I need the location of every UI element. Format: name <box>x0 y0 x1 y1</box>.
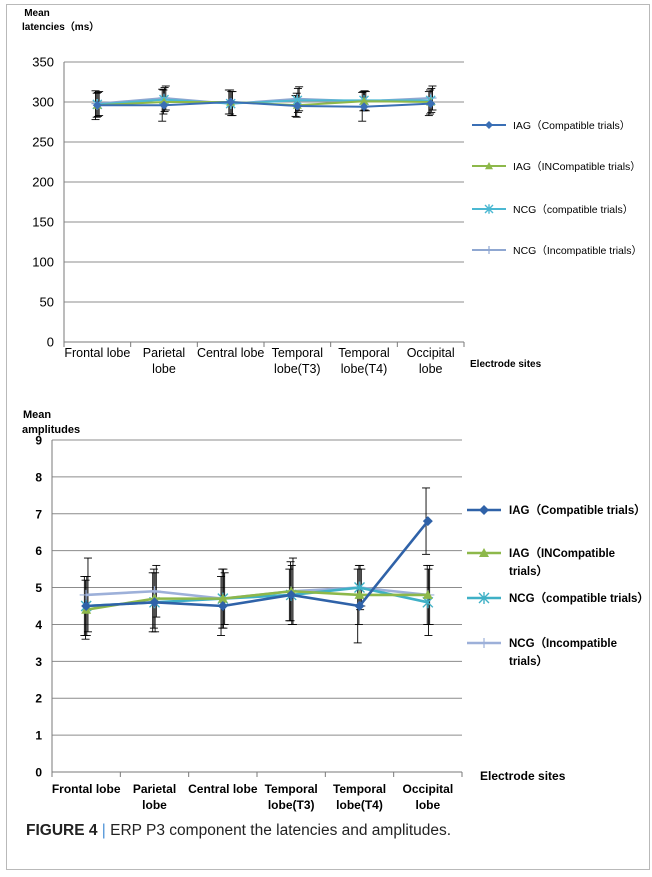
chart2-data-point <box>217 593 228 603</box>
chart2-y-tick-label: 0 <box>35 766 42 780</box>
chart1-legend-label: NCG（compatible trials） <box>513 204 633 216</box>
chart2-legend-label: NCG（compatible trials） <box>509 591 649 605</box>
chart1-x-tick-label: lobe <box>152 362 176 376</box>
chart2-x-tick-label: Temporal <box>333 782 386 796</box>
chart1-y-tick-label: 200 <box>32 175 54 190</box>
chart2-x-tick-label: lobe <box>142 798 167 812</box>
figure-label: FIGURE 4 <box>26 822 98 839</box>
chart1-y-tick-label: 150 <box>32 215 54 230</box>
chart1-legend-marker <box>485 162 493 170</box>
chart2-data-point <box>422 589 433 599</box>
chart1-y-axis-title: Mean <box>24 8 50 19</box>
chart1-data-point <box>359 96 369 105</box>
chart2-y-axis-title: amplitudes <box>22 424 80 436</box>
chart2-y-tick-label: 2 <box>35 692 42 706</box>
chart1-y-tick-label: 250 <box>32 135 54 150</box>
chart2-y-tick-label: 4 <box>35 618 42 632</box>
chart1-y-tick-label: 300 <box>32 95 54 110</box>
chart1-data-point <box>159 100 169 110</box>
chart2-x-tick-label: Central lobe <box>188 782 258 796</box>
chart2-x-tick-label: Temporal <box>265 782 318 796</box>
chart1-data-point <box>426 99 436 109</box>
chart2-y-tick-label: 1 <box>35 729 42 743</box>
chart2-y-tick-label: 5 <box>35 581 42 595</box>
chart1-legend-marker <box>484 204 494 214</box>
chart1-x-tick-label: Frontal lobe <box>64 346 130 360</box>
chart2-x-tick-label: lobe(T4) <box>336 798 383 812</box>
chart1-data-point <box>292 101 302 111</box>
chart2-x-tick-label: Occipital <box>402 782 453 796</box>
chart1-y-tick-label: 100 <box>32 255 54 270</box>
figure-frame <box>6 4 650 870</box>
chart2-series-line <box>86 520 429 608</box>
chart2-x-tick-label: lobe(T3) <box>268 798 315 812</box>
chart2-legend-label: IAG（Compatible trials） <box>509 503 646 517</box>
figure-caption-text: ERP P3 component the latencies and ampli… <box>110 822 452 839</box>
chart2-data-point <box>149 597 160 608</box>
chart1-x-tick-label: Parietal <box>143 346 185 360</box>
chart2-y-tick-label: 7 <box>35 507 42 521</box>
chart2-series-line <box>85 589 428 611</box>
chart2-y-tick-label: 9 <box>35 434 42 448</box>
chart1-x-tick-label: lobe <box>419 362 443 376</box>
chart2-legend-label: NCG（Incompatible <box>509 636 617 650</box>
chart1-y-tick-label: 50 <box>40 295 54 310</box>
chart1-y-axis-title: latencies（ms） <box>22 20 99 33</box>
chart2-legend-label: trials） <box>509 564 548 578</box>
chart2-y-axis-title: Mean <box>23 409 51 421</box>
chart2-y-tick-label: 3 <box>35 655 42 669</box>
chart1-data-point <box>92 100 102 110</box>
chart2-legend-label: IAG（INCompatible <box>509 546 615 560</box>
chart2-x-axis-title: Electrode sites <box>480 769 566 783</box>
chart2-legend-marker <box>478 592 490 604</box>
chart1-data-point <box>226 97 236 107</box>
chart2-y-tick-label: 6 <box>35 544 42 558</box>
chart1-x-tick-label: Central lobe <box>197 346 264 360</box>
figure-caption: FIGURE 4 | ERP P3 component the latencie… <box>26 822 451 840</box>
chart2-legend-marker <box>479 505 489 515</box>
chart1-x-tick-label: Temporal <box>338 346 389 360</box>
chart1-series-line <box>97 101 431 108</box>
chart2-data-point <box>354 601 365 611</box>
chart1-x-tick-label: Occipital <box>407 346 455 360</box>
chart2-data-point <box>81 601 92 611</box>
chart2-data-point <box>354 589 365 599</box>
chart2-x-tick-label: Frontal lobe <box>52 782 121 796</box>
chart1-x-tick-label: lobe(T4) <box>341 362 388 376</box>
chart2-data-point <box>286 589 297 600</box>
chart2-legend-label: trials） <box>509 654 548 668</box>
chart1-legend-label: NCG（Incompatible trials） <box>513 245 642 257</box>
chart1-y-tick-label: 0 <box>47 335 54 350</box>
chart1-legend-marker <box>485 121 493 129</box>
chart1-x-axis-title: Electrode sites <box>470 359 542 370</box>
chart1-data-point <box>359 102 369 112</box>
chart1-legend-marker <box>483 246 495 254</box>
chart2-data-point <box>422 516 433 527</box>
chart1-legend-label: IAG（INCompatible trials） <box>513 161 641 173</box>
chart2-data-point <box>79 589 93 600</box>
chart2-legend-marker <box>479 548 489 557</box>
chart2-legend-marker <box>477 638 491 648</box>
chart1-x-tick-label: lobe(T3) <box>274 362 321 376</box>
chart2-x-tick-label: Parietal <box>133 782 176 796</box>
chart2-data-point <box>217 601 228 611</box>
figure-separator: | <box>101 822 106 839</box>
chart2-y-tick-label: 8 <box>35 470 42 484</box>
chart1-legend-label: IAG（Compatible trials） <box>513 120 630 132</box>
chart1-y-tick-label: 350 <box>32 55 54 70</box>
chart2-x-tick-label: lobe <box>415 798 440 812</box>
chart1-x-tick-label: Temporal <box>272 346 323 360</box>
